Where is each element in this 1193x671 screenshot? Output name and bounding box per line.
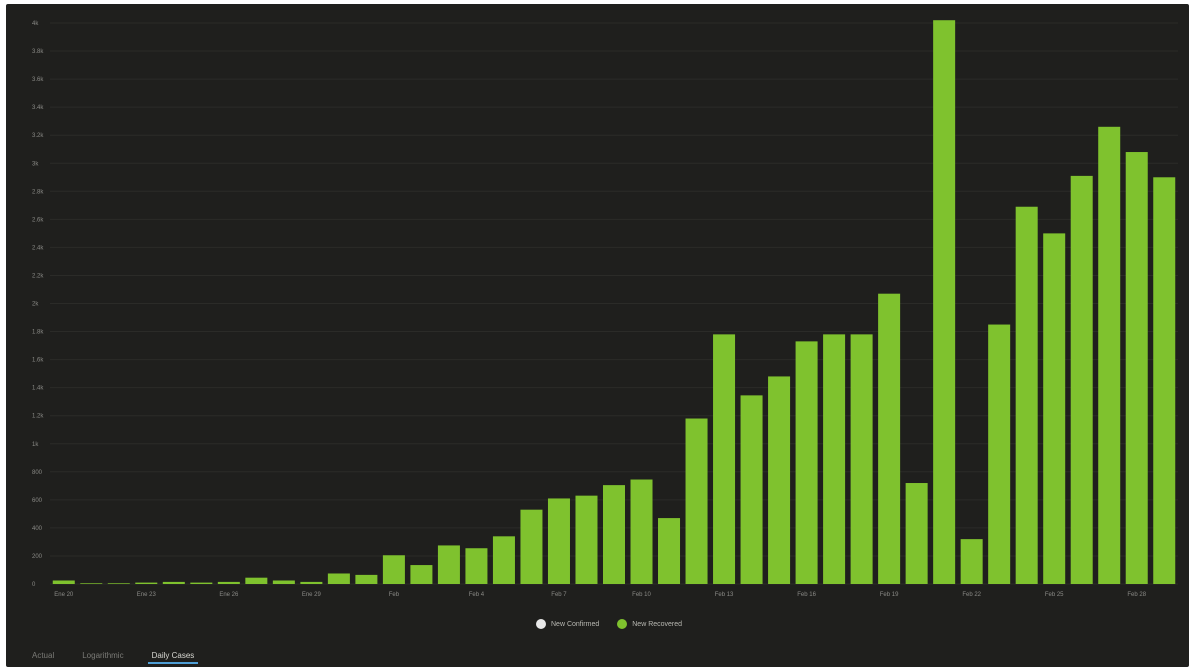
y-tick-label: 1.2k bbox=[32, 414, 44, 420]
legend-label-new-recovered: New Recovered bbox=[632, 620, 683, 628]
bar-new-recovered bbox=[740, 395, 763, 584]
bar-new-recovered bbox=[300, 581, 323, 584]
bar-new-recovered bbox=[630, 479, 653, 584]
bar-new-recovered bbox=[960, 539, 983, 584]
x-tick-label: Ene 23 bbox=[137, 592, 157, 598]
x-tick-label: Feb bbox=[389, 592, 400, 598]
bar-new-recovered bbox=[135, 582, 158, 584]
y-tick-label: 3.6k bbox=[32, 77, 44, 83]
bar-new-recovered bbox=[492, 536, 515, 584]
bar-new-recovered bbox=[547, 498, 570, 584]
y-tick-label: 800 bbox=[32, 470, 43, 476]
bar-new-recovered bbox=[327, 573, 350, 584]
bar-new-recovered bbox=[1043, 233, 1066, 584]
bar-new-recovered bbox=[658, 518, 681, 584]
bar-new-recovered bbox=[905, 483, 928, 584]
y-tick-label: 3.4k bbox=[32, 105, 44, 111]
x-tick-label: Ene 20 bbox=[54, 592, 74, 598]
x-tick-label: Feb 28 bbox=[1127, 592, 1146, 598]
y-tick-label: 2.6k bbox=[32, 217, 44, 223]
y-tick-label: 1.6k bbox=[32, 358, 44, 364]
y-tick-label: 600 bbox=[32, 498, 43, 504]
legend-item-new-recovered[interactable]: New Recovered bbox=[617, 619, 682, 629]
y-tick-label: 2.4k bbox=[32, 245, 44, 251]
chart-view-tabs: Actual Logarithmic Daily Cases bbox=[28, 649, 199, 664]
y-tick-label: 2k bbox=[32, 302, 39, 308]
chart-legend: New Confirmed New Recovered bbox=[536, 619, 682, 629]
bar-new-recovered bbox=[933, 20, 956, 585]
bar-new-recovered bbox=[823, 334, 846, 584]
y-tick-label: 400 bbox=[32, 526, 43, 532]
y-tick-label: 3.8k bbox=[32, 49, 44, 55]
bar-new-recovered bbox=[272, 580, 295, 584]
y-tick-label: 0 bbox=[32, 582, 36, 588]
bar-new-recovered bbox=[1125, 152, 1148, 585]
bar-new-recovered bbox=[713, 334, 736, 584]
legend-item-new-confirmed[interactable]: New Confirmed bbox=[536, 619, 599, 629]
x-tick-label: Feb 19 bbox=[880, 592, 899, 598]
bar-new-recovered bbox=[107, 583, 130, 584]
y-tick-label: 3.2k bbox=[32, 133, 44, 139]
y-tick-label: 3k bbox=[32, 161, 39, 167]
x-tick-label: Feb 10 bbox=[632, 592, 651, 598]
bar-new-recovered bbox=[795, 341, 818, 584]
bar-new-recovered bbox=[190, 582, 213, 584]
chart-panel: 0 200 400 600 800 1k 1.2k 1.4k 1.6k 1.8k 2k 2.2k 2.4… bbox=[6, 4, 1189, 667]
x-tick-label: Ene 26 bbox=[219, 592, 239, 598]
bar-new-recovered bbox=[602, 485, 626, 584]
new-recovered-swatch-icon bbox=[617, 619, 628, 629]
x-tick-label: Feb 4 bbox=[469, 592, 485, 598]
x-tick-label: Feb 25 bbox=[1045, 592, 1064, 598]
bar-new-recovered bbox=[1070, 175, 1093, 585]
y-tick-label: 2.8k bbox=[32, 189, 44, 195]
x-tick-label: Ene 29 bbox=[302, 592, 322, 598]
bar-new-recovered bbox=[162, 581, 185, 584]
legend-label-new-confirmed: New Confirmed bbox=[551, 620, 600, 628]
bar-new-recovered bbox=[465, 548, 488, 584]
bar-new-recovered bbox=[245, 577, 268, 584]
bar-new-recovered bbox=[850, 334, 873, 584]
x-tick-label: Feb 13 bbox=[715, 592, 734, 598]
y-tick-label: 4k bbox=[32, 21, 39, 27]
tab-actual[interactable]: Actual bbox=[32, 651, 55, 660]
bar-new-recovered bbox=[410, 565, 433, 584]
y-tick-label: 200 bbox=[32, 554, 43, 560]
tab-logarithmic[interactable]: Logarithmic bbox=[82, 651, 124, 660]
y-tick-label: 1.8k bbox=[32, 330, 44, 336]
bar-new-recovered bbox=[382, 555, 405, 584]
bar-new-recovered bbox=[1015, 206, 1038, 584]
bar-new-recovered bbox=[355, 574, 378, 584]
bar-new-recovered bbox=[520, 509, 543, 584]
bar-new-recovered bbox=[768, 376, 791, 584]
new-confirmed-swatch-icon bbox=[536, 619, 546, 629]
bar-new-recovered bbox=[878, 293, 901, 584]
x-tick-label: Feb 7 bbox=[551, 592, 567, 598]
bar-new-recovered bbox=[575, 495, 598, 584]
bar-new-recovered bbox=[988, 324, 1011, 584]
x-tick-label: Feb 22 bbox=[962, 592, 981, 598]
y-tick-label: 2.2k bbox=[32, 273, 44, 279]
y-tick-label: 1.4k bbox=[32, 386, 44, 392]
bar-new-recovered bbox=[1153, 177, 1176, 585]
bar-new-recovered bbox=[52, 580, 75, 584]
bar-new-recovered bbox=[685, 418, 708, 584]
bar-new-recovered bbox=[217, 581, 240, 584]
bar-new-recovered bbox=[437, 545, 460, 584]
x-tick-label: Feb 16 bbox=[797, 592, 816, 598]
y-tick-label: 1k bbox=[32, 442, 39, 448]
daily-cases-chart: 0 200 400 600 800 1k 1.2k 1.4k 1.6k 1.8k 2k 2.2k 2.4… bbox=[32, 20, 1178, 598]
tab-daily-cases[interactable]: Daily Cases bbox=[147, 649, 199, 664]
bar-new-recovered bbox=[80, 583, 103, 584]
bar-new-recovered bbox=[1098, 126, 1121, 585]
